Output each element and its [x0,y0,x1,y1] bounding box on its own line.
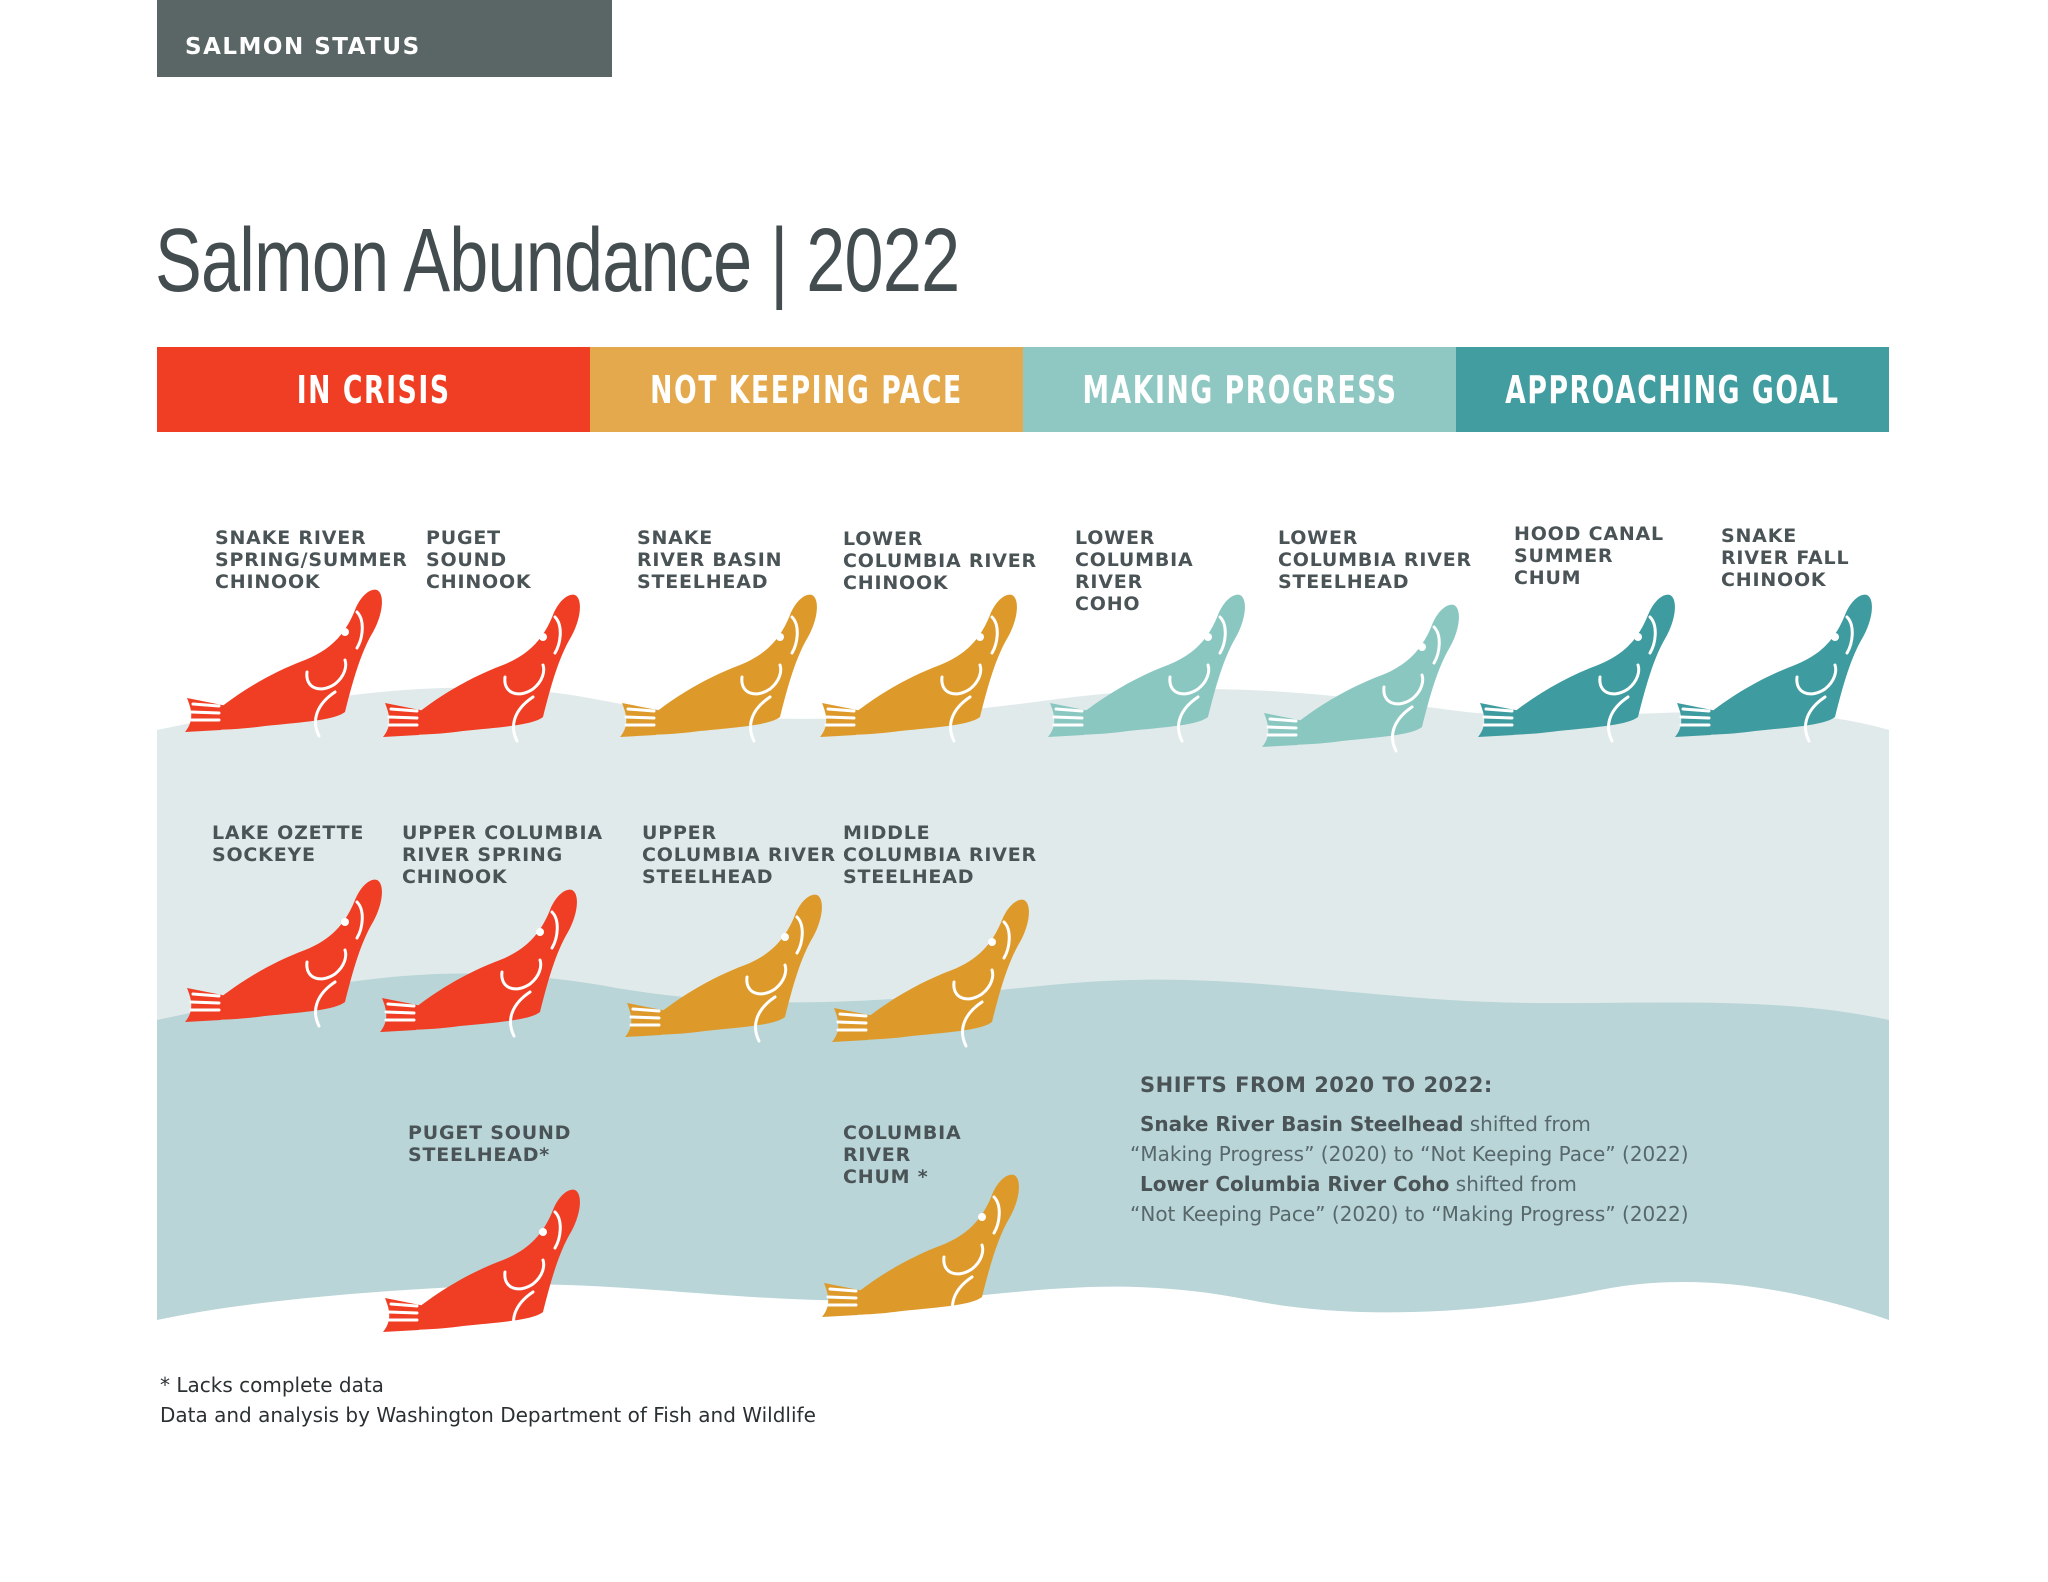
wave-band-lower [157,973,1889,1320]
status-not-keeping-pace: NOT KEEPING PACE [590,347,1023,432]
salmon-icon [620,585,820,745]
species-label: LAKE OZETTE SOCKEYE [212,822,365,866]
salmon-icon [1478,585,1678,745]
species-label: PUGET SOUND CHINOOK [426,527,532,593]
shift-verb: shifted from [1469,1112,1591,1136]
status-making-progress: MAKING PROGRESS [1023,347,1456,432]
species-label: LOWER COLUMBIA RIVER CHINOOK [843,528,1037,594]
salmon-icon [383,1180,583,1340]
wave-band-upper [157,687,1889,1030]
salmon-icon [625,885,825,1045]
page-title: Salmon Abundance | 2022 [155,211,960,311]
species-label: UPPER COLUMBIA RIVER STEELHEAD [642,822,836,888]
salmon-icon [383,585,583,745]
species-label: SNAKE RIVER FALL CHINOOK [1721,525,1850,591]
salmon-icon [832,890,1032,1050]
salmon-icon [185,870,385,1030]
shifts-heading: SHIFTS FROM 2020 TO 2022: [1140,1073,1493,1097]
shift-species: Snake River Basin Steelhead [1140,1112,1464,1136]
species-label: COLUMBIA RIVER CHUM * [843,1122,962,1188]
section-tag: SALMON STATUS [157,0,612,77]
shifts-panel: SHIFTS FROM 2020 TO 2022: Snake River Ba… [1130,1073,1770,1229]
salmon-icon [820,585,1020,745]
species-label: LOWER COLUMBIA RIVER COHO [1075,527,1194,615]
shift-verb: shifted from [1455,1172,1577,1196]
species-label: SNAKE RIVER SPRING/SUMMER CHINOOK [215,527,408,593]
salmon-icon [185,580,385,740]
footnote-line: Data and analysis by Washington Departme… [160,1403,816,1427]
species-label: MIDDLE COLUMBIA RIVER STEELHEAD [843,822,1037,888]
footnote-line: * Lacks complete data [160,1373,384,1397]
salmon-icon [1262,595,1462,755]
species-label: LOWER COLUMBIA RIVER STEELHEAD [1278,527,1472,593]
footnotes: * Lacks complete data Data and analysis … [160,1370,816,1430]
shift-detail: “Not Keeping Pace” (2020) to “Making Pro… [1130,1202,1689,1226]
status-approaching-goal: APPROACHING GOAL [1456,347,1889,432]
salmon-icon [1675,585,1875,745]
species-label: HOOD CANAL SUMMER CHUM [1514,523,1664,589]
species-label: SNAKE RIVER BASIN STEELHEAD [637,527,783,593]
status-legend: IN CRISIS NOT KEEPING PACE MAKING PROGRE… [157,347,1889,432]
salmon-icon [1048,585,1248,745]
status-in-crisis: IN CRISIS [157,347,590,432]
salmon-icon [822,1165,1022,1325]
species-label: PUGET SOUND STEELHEAD* [408,1122,572,1166]
shift-species: Lower Columbia River Coho [1140,1172,1450,1196]
salmon-icon [380,880,580,1040]
species-label: UPPER COLUMBIA RIVER SPRING CHINOOK [402,822,603,888]
shift-detail: “Making Progress” (2020) to “Not Keeping… [1130,1142,1689,1166]
